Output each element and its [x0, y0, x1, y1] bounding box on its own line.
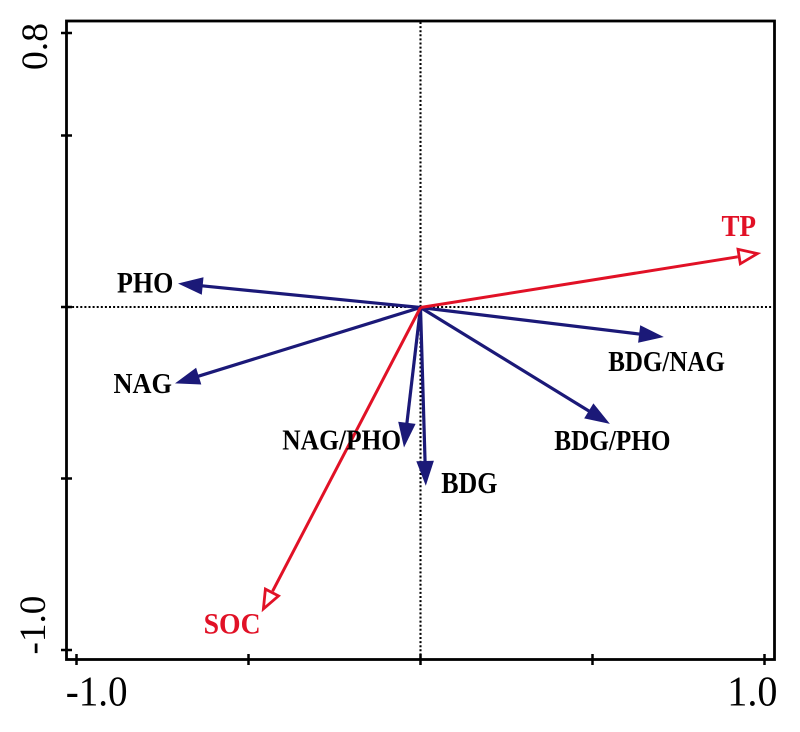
svg-text:-1.0: -1.0 [13, 596, 54, 655]
svg-text:NAG: NAG [114, 369, 173, 400]
svg-text:NAG/PHO: NAG/PHO [282, 426, 401, 457]
svg-text:BDG/NAG: BDG/NAG [608, 346, 725, 378]
svg-text:PHO: PHO [117, 266, 173, 299]
svg-text:0.8: 0.8 [14, 23, 55, 70]
svg-text:1.0: 1.0 [727, 669, 777, 716]
svg-text:BDG/PHO: BDG/PHO [554, 426, 670, 457]
svg-text:BDG: BDG [441, 466, 497, 500]
svg-text:SOC: SOC [204, 608, 261, 640]
svg-text:-1.0: -1.0 [66, 669, 128, 716]
svg-text:TP: TP [722, 208, 757, 243]
